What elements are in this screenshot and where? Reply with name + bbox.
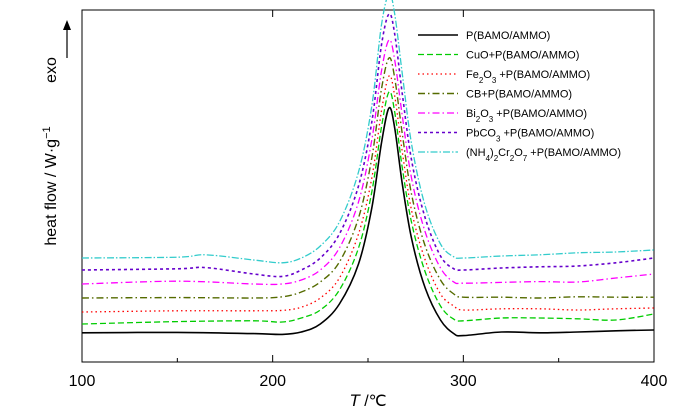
legend-label-part: 2	[494, 154, 499, 163]
series-line-4	[81, 57, 655, 299]
x-ticks: 100 200 300 400	[69, 10, 668, 390]
legend-label-3: Fe2O3 +P(BAMO/AMMO)	[466, 69, 590, 85]
legend-label-part: +P(BAMO/AMMO)	[493, 108, 587, 120]
exo-label: exo	[43, 57, 60, 83]
legend: P(BAMO/AMMO)CuO+P(BAMO/AMMO)Fe2O3 +P(BAM…	[418, 30, 621, 163]
y-axis-label: heat flow / W·g−1	[41, 126, 60, 245]
y-axis-label-exponent: −1	[41, 126, 53, 139]
legend-label-6: PbCO3 +P(BAMO/AMMO)	[466, 128, 594, 144]
legend-label-part: 7	[523, 154, 528, 163]
legend-label-part: CuO+P(BAMO/AMMO)	[466, 50, 579, 62]
legend-label-part: P(BAMO/AMMO)	[466, 30, 550, 42]
legend-label-part: 4	[486, 154, 491, 163]
legend-label-part: 3	[492, 76, 497, 85]
legend-label-4: CB+P(BAMO/AMMO)	[466, 89, 572, 101]
x-tick-label: 100	[69, 373, 96, 390]
legend-label-part: O	[483, 69, 492, 81]
legend-label-part: )	[490, 147, 494, 159]
x-axis-label-symbol: T	[349, 391, 361, 410]
legend-label-part: O	[514, 147, 523, 159]
series-line-3	[81, 74, 655, 313]
series-lines	[81, 0, 655, 337]
legend-label-part: 2	[479, 76, 484, 85]
legend-label-part: O	[480, 108, 489, 120]
legend-label-1: P(BAMO/AMMO)	[466, 30, 550, 42]
legend-label-part: Fe	[466, 69, 479, 81]
series-line-2	[81, 90, 655, 325]
legend-label-5: Bi2O3 +P(BAMO/AMMO)	[466, 108, 587, 124]
legend-label-part: 3	[496, 134, 501, 143]
y-axis-label-main: heat flow / W·g	[43, 139, 60, 246]
series-line-5	[81, 39, 655, 286]
legend-label-2: CuO+P(BAMO/AMMO)	[466, 50, 579, 62]
x-axis-label: T /℃	[349, 391, 386, 410]
legend-label-part: Bi	[466, 108, 476, 120]
legend-label-part: PbCO	[466, 128, 496, 140]
exo-arrow-head-icon	[63, 20, 71, 30]
legend-label-part: +P(BAMO/AMMO)	[500, 128, 594, 140]
x-axis-label-unit: /℃	[360, 393, 387, 410]
legend-label-part: CB+P(BAMO/AMMO)	[466, 89, 572, 101]
legend-label-part: 2	[476, 115, 481, 124]
legend-label-part: (NH	[466, 147, 486, 159]
legend-label-part: +P(BAMO/AMMO)	[496, 69, 590, 81]
x-tick-label: 300	[450, 373, 477, 390]
legend-label-part: 3	[489, 115, 494, 124]
series-line-6	[81, 12, 655, 278]
x-tick-label: 200	[259, 373, 286, 390]
legend-label-part: +P(BAMO/AMMO)	[527, 147, 621, 159]
x-tick-label: 400	[641, 373, 668, 390]
series-line-1	[81, 106, 655, 337]
legend-label-part: Cr	[498, 147, 510, 159]
legend-label-part: 2	[510, 154, 515, 163]
legend-label-7: (NH4)2Cr2O7 +P(BAMO/AMMO)	[466, 147, 621, 163]
